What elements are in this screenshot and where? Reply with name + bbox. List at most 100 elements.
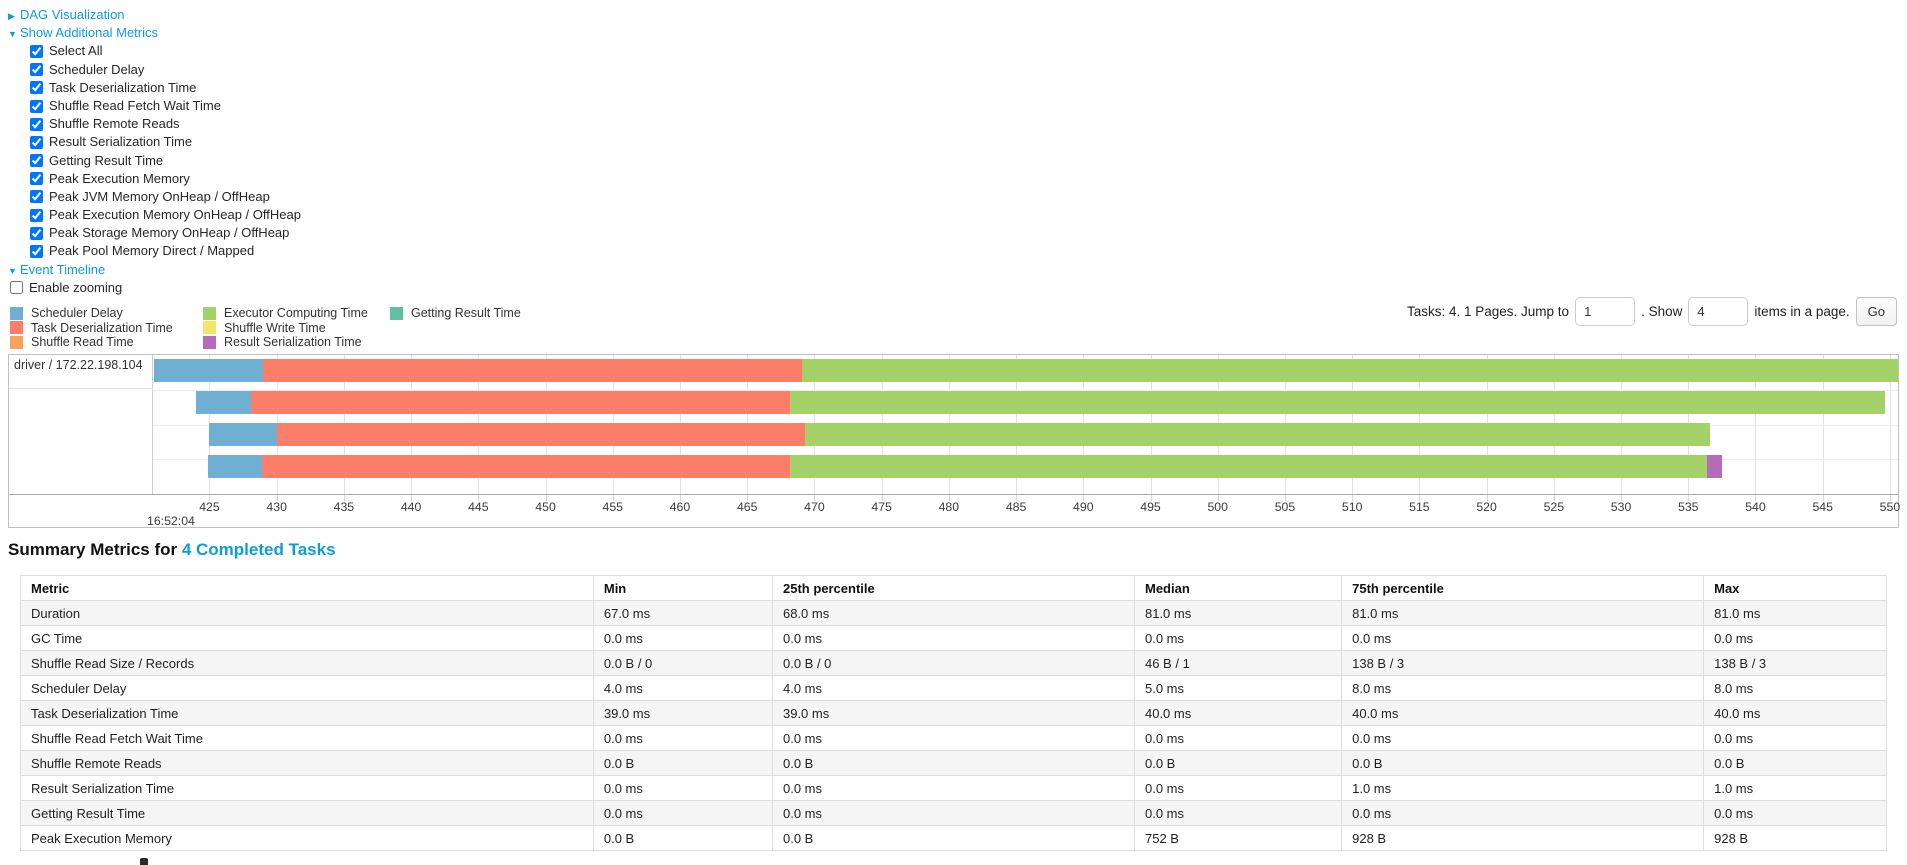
- metric-checkbox-item[interactable]: Peak Storage Memory OnHeap / OffHeap: [30, 224, 301, 242]
- table-cell: 0.0 ms: [1133, 775, 1343, 801]
- table-cell: 39.0 ms: [771, 700, 1135, 726]
- metric-checkbox-label: Task Deserialization Time: [49, 79, 197, 95]
- timeline-legend: Scheduler Delay Task Deserialization Time…: [10, 306, 521, 350]
- axis-tick: [881, 495, 883, 501]
- metric-checkbox[interactable]: [30, 245, 43, 259]
- table-cell: 0.0 B: [1703, 750, 1887, 776]
- axis-tick: [1217, 495, 1219, 501]
- dag-visualization-link[interactable]: DAG Visualization: [20, 7, 125, 22]
- axis-tick-label: 475: [871, 500, 892, 514]
- task-bar[interactable]: [209, 423, 1710, 446]
- items-per-page-input[interactable]: [1688, 296, 1749, 326]
- table-cell: 0.0 ms: [771, 625, 1135, 651]
- jump-to-page-input[interactable]: [1575, 296, 1636, 326]
- axis-tick-label: 460: [669, 500, 691, 514]
- metric-checkbox-label: Scheduler Delay: [49, 61, 145, 77]
- event-timeline-link[interactable]: Event Timeline: [20, 261, 106, 277]
- table-cell: 0.0 ms: [771, 725, 1135, 751]
- metric-checkbox-item[interactable]: Shuffle Read Fetch Wait Time: [30, 97, 301, 115]
- axis-tick: [747, 495, 749, 501]
- table-cell: 752 B: [1133, 825, 1343, 851]
- metric-checkbox-item[interactable]: Result Serialization Time: [30, 133, 301, 151]
- scheduler-delay-segment: [196, 391, 252, 414]
- scheduler-delay-segment: [208, 455, 262, 478]
- table-cell: 0.0 ms: [1133, 725, 1343, 751]
- table-header-cell: 25th percentile: [771, 575, 1135, 601]
- table-cell: 0.0 ms: [592, 775, 773, 801]
- metric-checkbox[interactable]: [30, 154, 43, 168]
- table-header-cell: Metric: [20, 575, 594, 601]
- table-cell: 81.0 ms: [1133, 600, 1343, 626]
- shuffle-write-swatch-icon: [203, 321, 216, 335]
- metric-checkbox-item[interactable]: Task Deserialization Time: [30, 79, 301, 97]
- metric-checkbox[interactable]: [30, 135, 43, 149]
- table-cell: Getting Result Time: [20, 800, 594, 826]
- metric-checkbox-item[interactable]: Shuffle Remote Reads: [30, 115, 301, 133]
- axis-tick: [1352, 495, 1354, 501]
- metric-checkbox[interactable]: [30, 226, 43, 240]
- axis-tick-label: 520: [1476, 500, 1497, 514]
- table-cell: 0.0 B: [592, 825, 773, 851]
- metrics-checkbox-list: Select All Scheduler Delay Task Deserializ…: [30, 42, 301, 260]
- table-cell: 8.0 ms: [1341, 675, 1705, 701]
- axis-tick-label: 540: [1745, 500, 1766, 514]
- scheduler-delay-swatch-icon: [10, 306, 23, 320]
- metric-checkbox-label: Result Serialization Time: [49, 134, 193, 150]
- table-row: GC Time 0.0 ms 0.0 ms 0.0 ms 0.0 ms 0.0 ms: [20, 625, 1887, 651]
- event-timeline-toggle[interactable]: ▼ Event Timeline: [8, 261, 301, 279]
- metric-checkbox[interactable]: [30, 63, 43, 77]
- completed-tasks-link[interactable]: 4 Completed Tasks: [181, 540, 336, 559]
- table-cell: 0.0 ms: [592, 800, 773, 826]
- metric-checkbox-item[interactable]: Select All: [30, 42, 301, 60]
- go-button[interactable]: Go: [1855, 296, 1897, 326]
- table-cell: 4.0 ms: [771, 675, 1135, 701]
- metric-checkbox-item[interactable]: Peak JVM Memory OnHeap / OffHeap: [30, 188, 301, 206]
- task-bar[interactable]: [196, 391, 1885, 414]
- clipped-content-fragment: [140, 858, 148, 865]
- event-timeline-chart: driver / 172.22.198.104 425 430 435 440 445 4…: [8, 354, 1900, 528]
- metric-checkbox[interactable]: [30, 117, 43, 131]
- metric-checkbox-item[interactable]: Scheduler Delay: [30, 61, 301, 79]
- metric-checkbox-item[interactable]: Peak Execution Memory: [30, 170, 301, 188]
- show-additional-metrics-toggle[interactable]: ▼ Show Additional Metrics: [8, 24, 301, 42]
- metric-checkbox[interactable]: [30, 81, 43, 95]
- metric-checkbox[interactable]: [30, 190, 43, 204]
- axis-tick: [1688, 495, 1690, 501]
- metric-checkbox-item[interactable]: Getting Result Time: [30, 152, 301, 170]
- executor-label: driver / 172.22.198.104: [14, 358, 143, 372]
- metric-checkbox[interactable]: [30, 208, 43, 222]
- axis-tick: [1016, 495, 1018, 501]
- task-bar[interactable]: [208, 455, 1722, 478]
- metric-checkbox-item[interactable]: Peak Execution Memory OnHeap / OffHeap: [30, 206, 301, 224]
- metric-checkbox-label: Peak Storage Memory OnHeap / OffHeap: [49, 225, 290, 241]
- legend-label: Executor Computing Time: [224, 306, 368, 321]
- pagination-suffix-text: items in a page.: [1754, 303, 1850, 319]
- metric-checkbox-item[interactable]: Peak Pool Memory Direct / Mapped: [30, 242, 301, 260]
- legend-label: Scheduler Delay: [31, 306, 123, 321]
- metric-checkbox[interactable]: [30, 172, 43, 186]
- show-additional-metrics-link[interactable]: Show Additional Metrics: [20, 25, 159, 41]
- dag-visualization-toggle[interactable]: ▶ DAG Visualization: [8, 6, 301, 24]
- table-cell: 0.0 B / 0: [592, 650, 773, 676]
- table-header-cell: Median: [1133, 575, 1343, 601]
- executor-computing-swatch-icon: [203, 306, 216, 320]
- enable-zooming-label: Enable zooming: [29, 279, 123, 295]
- metric-checkbox[interactable]: [30, 99, 43, 113]
- legend-label: Getting Result Time: [411, 306, 521, 321]
- table-cell: 1.0 ms: [1341, 775, 1705, 801]
- legend-label: Shuffle Read Time: [31, 335, 134, 350]
- axis-tick-label: 455: [602, 500, 624, 514]
- summary-metrics-title: Summary Metrics for 4 Completed Tasks: [8, 540, 336, 560]
- shuffle-read-swatch-icon: [10, 335, 23, 349]
- axis-tick-label: 485: [1005, 500, 1027, 514]
- enable-zooming-checkbox[interactable]: [10, 281, 23, 295]
- axis-tick: [1083, 495, 1085, 501]
- table-cell: 0.0 ms: [1703, 625, 1887, 651]
- metric-checkbox[interactable]: [30, 44, 43, 58]
- executor-label-column: driver / 172.22.198.104: [9, 355, 153, 494]
- axis-tick-label: 430: [266, 500, 287, 514]
- table-cell: 0.0 ms: [1341, 725, 1705, 751]
- axis-tick-label: 435: [333, 500, 355, 514]
- table-cell: 40.0 ms: [1341, 700, 1705, 726]
- task-bar[interactable]: [154, 359, 1898, 382]
